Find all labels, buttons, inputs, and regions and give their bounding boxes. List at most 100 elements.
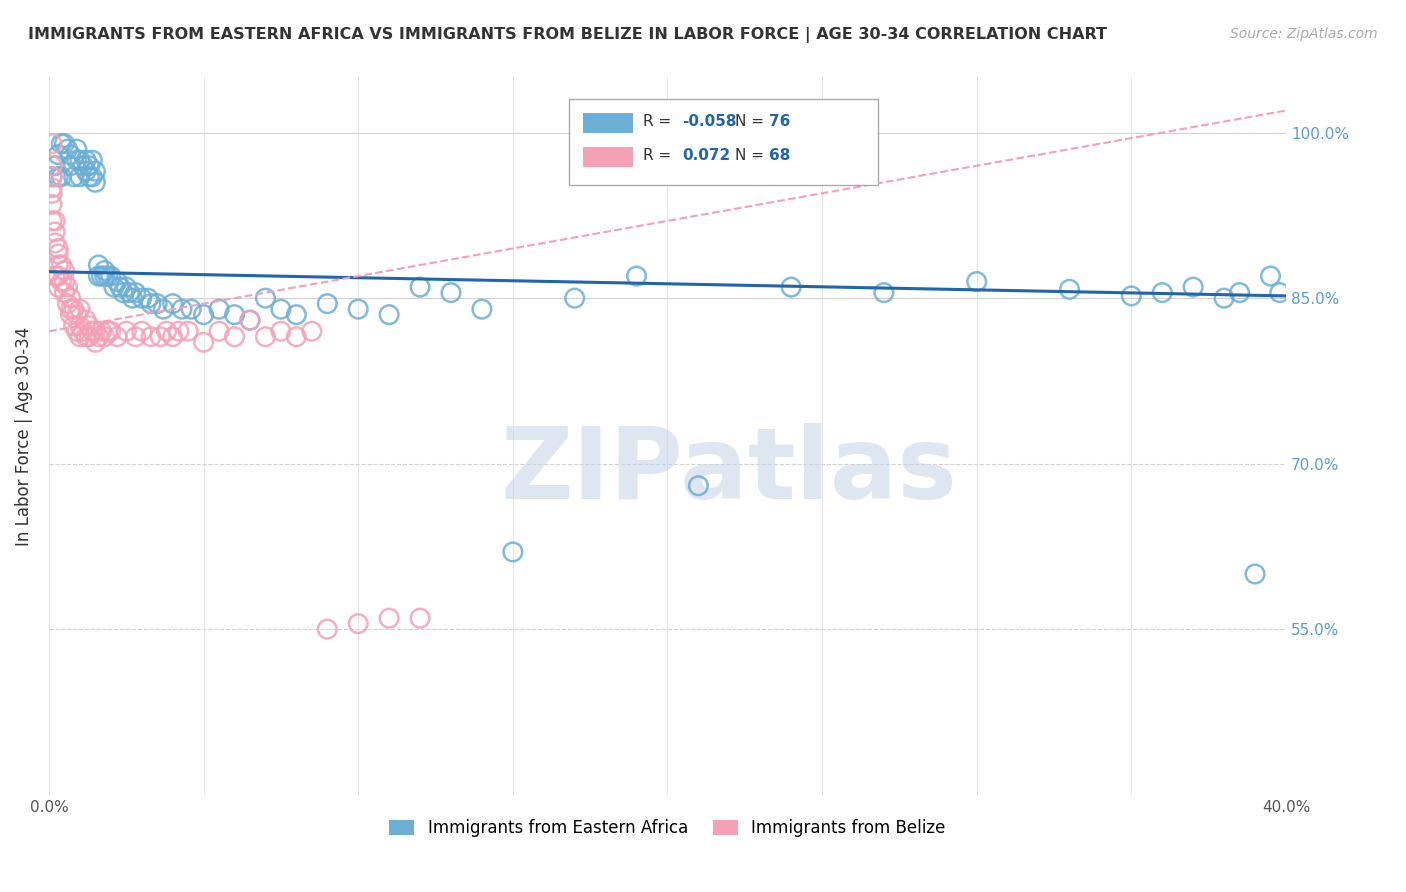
Point [46, 169, 69, 184]
Point [82, 153, 104, 168]
Point [124, 330, 146, 344]
Point [77, 159, 100, 173]
Point [51, 258, 73, 272]
Point [208, 302, 231, 317]
Point [1268, 285, 1291, 300]
Point [121, 291, 143, 305]
Point [41, 197, 63, 211]
Point [224, 330, 246, 344]
Point [82, 169, 104, 184]
Text: R =: R = [643, 114, 676, 129]
Point [1152, 285, 1174, 300]
Point [115, 280, 138, 294]
Point [224, 308, 246, 322]
Point [316, 622, 339, 636]
Point [136, 291, 159, 305]
Text: N =: N = [735, 114, 769, 129]
Point [177, 324, 200, 338]
Point [254, 330, 277, 344]
Point [69, 302, 91, 317]
Point [208, 324, 231, 338]
Text: 68: 68 [769, 148, 790, 163]
Y-axis label: In Labor Force | Age 30-34: In Labor Force | Age 30-34 [15, 326, 32, 546]
Point [87, 268, 110, 283]
Point [1213, 291, 1236, 305]
Point [502, 545, 524, 559]
Point [105, 330, 128, 344]
Point [239, 313, 262, 327]
Point [53, 275, 76, 289]
Point [108, 280, 131, 294]
Point [72, 159, 94, 173]
Point [59, 147, 82, 161]
Point [53, 285, 76, 300]
Point [270, 302, 292, 317]
Point [41, 159, 63, 173]
Point [75, 153, 97, 168]
Point [66, 324, 89, 338]
Point [285, 308, 308, 322]
Point [75, 164, 97, 178]
Point [72, 324, 94, 338]
Point [162, 296, 184, 310]
Point [44, 268, 66, 283]
Point [84, 175, 107, 189]
Point [118, 285, 141, 300]
Point [41, 214, 63, 228]
Point [44, 214, 66, 228]
Point [51, 136, 73, 151]
Point [301, 324, 323, 338]
Point [69, 330, 91, 344]
Point [105, 275, 128, 289]
Point [90, 324, 112, 338]
Point [62, 302, 84, 317]
Text: 76: 76 [769, 114, 790, 129]
Point [46, 268, 69, 283]
Point [1121, 289, 1143, 303]
Point [75, 330, 97, 344]
Point [270, 324, 292, 338]
Point [66, 308, 89, 322]
Text: 0.072: 0.072 [682, 148, 731, 163]
Point [46, 247, 69, 261]
Point [254, 291, 277, 305]
Text: IMMIGRANTS FROM EASTERN AFRICA VS IMMIGRANTS FROM BELIZE IN LABOR FORCE | AGE 30: IMMIGRANTS FROM EASTERN AFRICA VS IMMIGR… [28, 27, 1107, 43]
Point [378, 611, 401, 625]
Point [87, 258, 110, 272]
Point [46, 242, 69, 256]
Point [51, 275, 73, 289]
Point [69, 318, 91, 333]
Point [56, 280, 79, 294]
Point [100, 268, 122, 283]
Point [239, 313, 262, 327]
Point [66, 142, 89, 156]
Point [564, 291, 586, 305]
Point [471, 302, 494, 317]
Point [347, 616, 370, 631]
Point [131, 291, 153, 305]
Point [167, 324, 190, 338]
Point [41, 186, 63, 201]
Point [62, 169, 84, 184]
Point [75, 313, 97, 327]
Point [84, 324, 107, 338]
Point [82, 324, 104, 338]
Point [1182, 280, 1205, 294]
FancyBboxPatch shape [583, 147, 633, 167]
Point [69, 153, 91, 168]
Point [162, 330, 184, 344]
Point [90, 268, 112, 283]
Point [378, 308, 401, 322]
Point [51, 169, 73, 184]
Point [53, 136, 76, 151]
Point [59, 291, 82, 305]
Point [193, 335, 215, 350]
Point [41, 181, 63, 195]
Point [69, 169, 91, 184]
Point [688, 479, 710, 493]
Point [180, 302, 202, 317]
Point [59, 302, 82, 317]
Point [131, 324, 153, 338]
Point [1244, 567, 1267, 582]
Point [347, 302, 370, 317]
